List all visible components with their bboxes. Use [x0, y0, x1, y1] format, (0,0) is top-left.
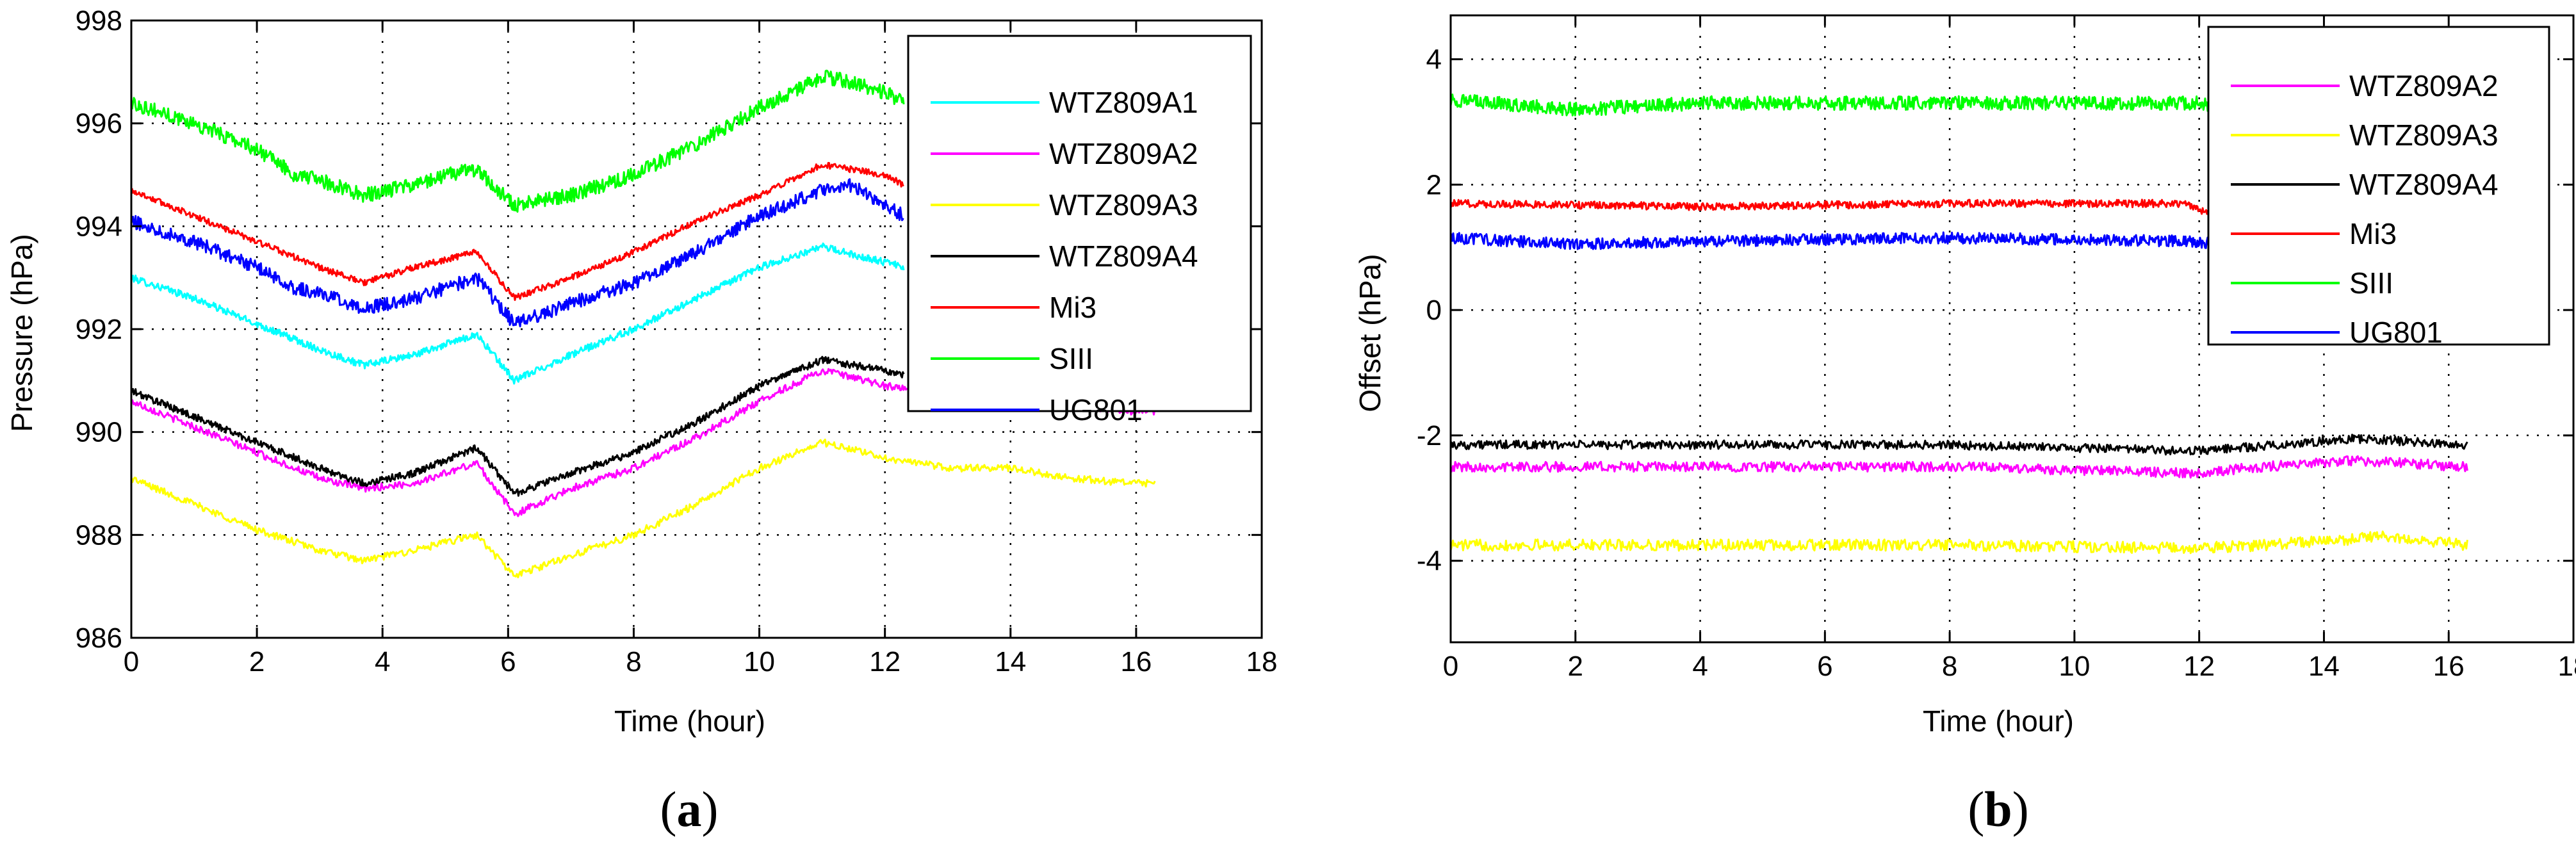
- series-line-siii: [130, 69, 905, 213]
- legend-label-ug801: UG801: [2349, 316, 2443, 349]
- x-tick-label: 16: [1120, 646, 1152, 678]
- y-tick-label: -2: [1417, 420, 1442, 451]
- series-line-mi3: [131, 161, 904, 301]
- legend-label-siii: SIII: [1049, 342, 1093, 375]
- x-tick-label: 16: [2433, 651, 2465, 682]
- legend-label-wtz809a2: WTZ809A2: [2349, 69, 2499, 102]
- panel-label-a-letter: a: [677, 781, 702, 837]
- x-tick-label: 0: [124, 646, 139, 678]
- series-line-ug801: [1449, 231, 2219, 250]
- legend-label-mi3: Mi3: [2349, 217, 2397, 250]
- series-line-wtz809a2: [1450, 455, 2468, 479]
- y-tick-label: 986: [76, 622, 122, 654]
- series-line-wtz809a4: [1449, 434, 2468, 456]
- legend-label-wtz809a4: WTZ809A4: [2349, 168, 2499, 201]
- y-tick-label: 988: [76, 519, 122, 551]
- x-tick-label: 6: [1817, 651, 1832, 682]
- x-tick-label: 14: [2308, 651, 2340, 682]
- y-tick-label: 0: [1426, 295, 1442, 326]
- series-line-wtz809a1: [130, 242, 905, 385]
- x-tick-label: 18: [2558, 651, 2576, 682]
- series-line-mi3: [1450, 199, 2231, 220]
- legend-label-wtz809a3: WTZ809A3: [2349, 118, 2499, 152]
- x-tick-label: 12: [2183, 651, 2215, 682]
- x-tick-label: 6: [500, 646, 516, 678]
- x-tick-label: 4: [375, 646, 390, 678]
- x-tick-label: 14: [995, 646, 1026, 678]
- x-tick-label: 0: [1443, 651, 1458, 682]
- x-tick-label: 12: [869, 646, 901, 678]
- legend-label-mi3: Mi3: [1049, 291, 1096, 324]
- y-tick-label: 2: [1426, 169, 1442, 200]
- panel-label-b-letter: b: [1984, 781, 2012, 837]
- axes-frame: [1449, 14, 2575, 644]
- y-tick-label: 4: [1426, 44, 1442, 76]
- x-tick-label: 4: [1692, 651, 1708, 682]
- x-tick-label: 2: [249, 646, 265, 678]
- y-tick-label: 998: [76, 5, 122, 37]
- x-axis-label-b: Time (hour): [1923, 704, 2074, 738]
- y-axis-label-a: Pressure (hPa): [5, 234, 38, 432]
- legend-a: WTZ809A1 WTZ809A2 WTZ809A3 WTZ809A4 Mi3 SIII U…: [907, 35, 1252, 426]
- legend-label-ug801: UG801: [1049, 393, 1143, 426]
- series-line-siii: [1449, 93, 2219, 117]
- series-line-wtz809a3: [1449, 530, 2468, 555]
- x-tick-label: 2: [1568, 651, 1583, 682]
- legend-label-wtz809a1: WTZ809A1: [1049, 86, 1198, 119]
- chart-panel-a: 0 2 4 6 8 10 12 14 16 18 986 988 990 992 994 996 998 WTZ…: [5, 5, 1277, 837]
- legend-label-wtz809a2: WTZ809A2: [1049, 137, 1198, 170]
- series-line-wtz809a3: [130, 439, 1156, 579]
- x-tick-label: 8: [626, 646, 641, 678]
- x-tick-label: 10: [2058, 651, 2090, 682]
- y-tick-label: 994: [76, 211, 122, 242]
- x-tick-label: 8: [1942, 651, 1957, 682]
- y-tick-label: 996: [76, 108, 122, 140]
- legend-label-siii: SIII: [2349, 266, 2393, 300]
- x-tick-label: 10: [744, 646, 775, 678]
- panel-label-a: (a): [660, 781, 719, 837]
- y-axis-label-b: Offset (hPa): [1353, 254, 1387, 412]
- y-tick-label: 990: [76, 417, 122, 448]
- y-tick-label: 992: [76, 314, 122, 345]
- y-tick-label: -4: [1417, 546, 1442, 577]
- legend-label-wtz809a4: WTZ809A4: [1049, 239, 1198, 273]
- x-axis-label-a: Time (hour): [614, 704, 765, 738]
- panel-label-b: (b): [1968, 781, 2028, 837]
- legend-b: WTZ809A2 WTZ809A3 WTZ809A4 Mi3 SIII UG801: [2207, 26, 2550, 349]
- legend-box: [907, 35, 1252, 412]
- legend-label-wtz809a3: WTZ809A3: [1049, 188, 1198, 222]
- series-line-ug801: [130, 178, 904, 328]
- series-line-wtz809a4: [130, 355, 905, 497]
- x-tick-label: 18: [1246, 646, 1278, 678]
